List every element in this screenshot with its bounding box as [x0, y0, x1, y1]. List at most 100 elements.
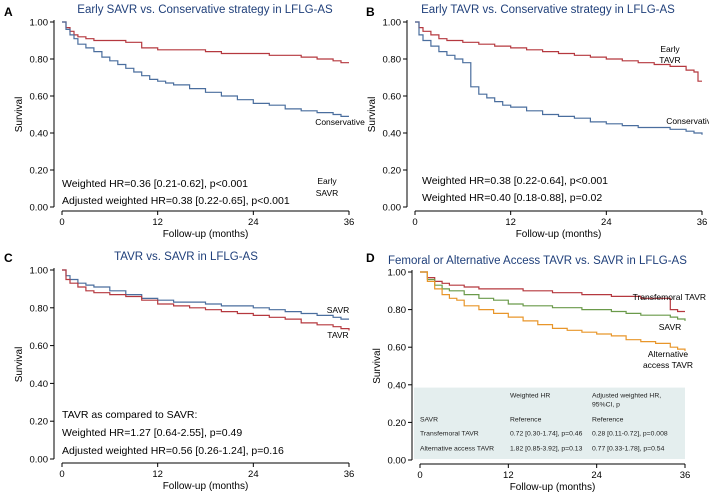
table-header: Weighted HR: [510, 393, 550, 400]
y-tick-label: 0.20: [388, 418, 407, 429]
y-tick-label: 0.00: [30, 455, 49, 466]
x-tick-label: 0: [412, 217, 417, 228]
x-tick-label: 12: [152, 217, 163, 228]
x-tick-label: 12: [505, 217, 516, 228]
series-label: Conservative: [666, 116, 709, 126]
table-cell: 0.72 [0.30-1.74], p=0.46: [510, 431, 583, 438]
x-tick-label: 24: [248, 217, 259, 228]
y-tick-label: 0.80: [30, 55, 49, 66]
y-tick-label: 0.80: [383, 55, 402, 66]
y-tick-label: 0.60: [30, 341, 49, 352]
x-tick-label: 36: [344, 469, 355, 480]
hr-annotation: Weighted HR=1.27 [0.64-2.55], p=0.49: [62, 427, 242, 439]
series-label: TAVR: [659, 55, 680, 65]
y-tick-label: 0.80: [388, 305, 407, 316]
hr-annotation: Adjusted weighted HR=0.38 [0.22-0.65], p…: [62, 195, 290, 207]
series-tavr: [62, 269, 350, 331]
x-tick-label: 36: [344, 217, 355, 228]
panel-title: Femoral or Alternative Access TAVR vs. S…: [388, 255, 687, 267]
panel-label: C: [4, 251, 13, 265]
y-tick-label: 0.40: [30, 129, 49, 140]
x-tick-label: 0: [417, 470, 422, 481]
y-tick-label: 0.20: [383, 166, 402, 177]
hr-annotation: Weighted HR=0.38 [0.22-0.64], p<0.001: [422, 175, 608, 187]
panel-d: D Femoral or Alternative Access TAVR vs. …: [366, 251, 706, 493]
hr-annotation: TAVR as compared to SAVR:: [62, 409, 197, 421]
series-alternative-access-tavr: [420, 271, 686, 351]
x-tick-label: 0: [59, 469, 64, 480]
y-axis-label: Survival: [367, 97, 378, 133]
series-conservative: [62, 21, 349, 117]
series-label: Early: [660, 44, 680, 54]
x-tick-label: 12: [152, 469, 163, 480]
y-tick-label: 0.00: [383, 203, 402, 214]
table-header: 95%CI, p: [592, 402, 620, 409]
x-axis-label: Follow-up (months): [163, 481, 249, 492]
x-tick-label: 12: [503, 470, 514, 481]
y-tick-label: 1.00: [30, 266, 49, 277]
x-tick-label: 0: [59, 217, 64, 228]
panel-a: A Early SAVR vs. Conservative strategy in…: [4, 4, 365, 240]
panel-c: C TAVR vs. SAVR in LFLG-AS 0.00 0.20 0.40 0.6…: [4, 251, 354, 492]
table-cell: Reference: [510, 417, 542, 424]
y-tick-label: 0.40: [30, 379, 49, 390]
series-label: SAVR: [659, 322, 682, 332]
x-axis-label: Follow-up (months): [510, 482, 596, 493]
table-cell: 0.77 [0.33-1.78], p=0.54: [592, 446, 665, 453]
table-cell: 0.28 [0.11-0.72], p=0.008: [592, 431, 668, 438]
panel-b: B Early TAVR vs. Conservative strategy in…: [366, 4, 709, 240]
y-tick-label: 0.20: [30, 166, 49, 177]
x-axis-label: Follow-up (months): [163, 229, 249, 240]
panel-title: Early SAVR vs. Conservative strategy in …: [77, 4, 333, 16]
panel-label: D: [366, 251, 375, 265]
hr-annotation: Adjusted weighted HR=0.56 [0.26-1.24], p…: [62, 445, 284, 457]
table-background: [414, 387, 685, 460]
series-label: SAVR: [327, 305, 350, 315]
hr-annotation: Weighted HR=0.36 [0.21-0.62], p<0.001: [62, 178, 248, 190]
panel-title: TAVR vs. SAVR in LFLG-AS: [114, 251, 258, 263]
series-label: Transfemoral TAVR: [633, 292, 706, 302]
y-tick-label: 0.40: [383, 129, 402, 140]
table-cell: Alternative access TAVR: [420, 446, 494, 453]
x-tick-label: 24: [591, 470, 602, 481]
table-cell: Reference: [592, 417, 624, 424]
panel-title: Early TAVR vs. Conservative strategy in …: [421, 4, 675, 16]
y-axis-label: Survival: [14, 347, 25, 383]
y-tick-label: 0.20: [30, 417, 49, 428]
series-label: Early: [317, 176, 337, 186]
x-tick-label: 36: [697, 217, 708, 228]
x-axis-label: Follow-up (months): [516, 229, 602, 240]
y-axis-label: Survival: [14, 97, 25, 133]
y-tick-label: 1.00: [388, 268, 407, 279]
series-label: SAVR: [316, 188, 339, 198]
y-tick-label: 0.60: [383, 92, 402, 103]
table-cell: 1.82 [0.85-3.92], p=0.13: [510, 446, 583, 453]
y-tick-label: 0.60: [30, 92, 49, 103]
series-label: access TAVR: [643, 360, 693, 370]
series-savr: [420, 271, 686, 321]
hr-annotation: Weighted HR=0.40 [0.18-0.88], p=0.02: [422, 192, 602, 204]
series-label: Conservative: [315, 117, 365, 127]
series-early-tavr: [415, 21, 702, 82]
series-label: TAVR: [327, 330, 348, 340]
table-cell: Transfemoral TAVR: [420, 431, 479, 438]
y-tick-label: 0.00: [388, 456, 407, 467]
series-transfemoral-tavr: [420, 271, 685, 313]
y-tick-label: 0.00: [30, 203, 49, 214]
y-tick-label: 1.00: [383, 18, 402, 29]
series-early-savr: [62, 21, 349, 64]
y-tick-label: 0.60: [388, 343, 407, 354]
y-tick-label: 1.00: [30, 18, 49, 29]
table-header: Adjusted weighted HR,: [592, 393, 661, 400]
x-tick-label: 24: [248, 469, 259, 480]
series-conservative: [415, 21, 703, 135]
x-tick-label: 36: [680, 470, 691, 481]
x-tick-label: 24: [601, 217, 612, 228]
series-savr: [62, 269, 349, 320]
hr-table: Weighted HR Adjusted weighted HR, 95%CI, p…: [414, 387, 685, 460]
y-tick-label: 0.80: [30, 303, 49, 314]
panel-label: B: [366, 5, 375, 19]
y-axis-label: Survival: [372, 348, 383, 384]
panel-label: A: [4, 5, 13, 19]
